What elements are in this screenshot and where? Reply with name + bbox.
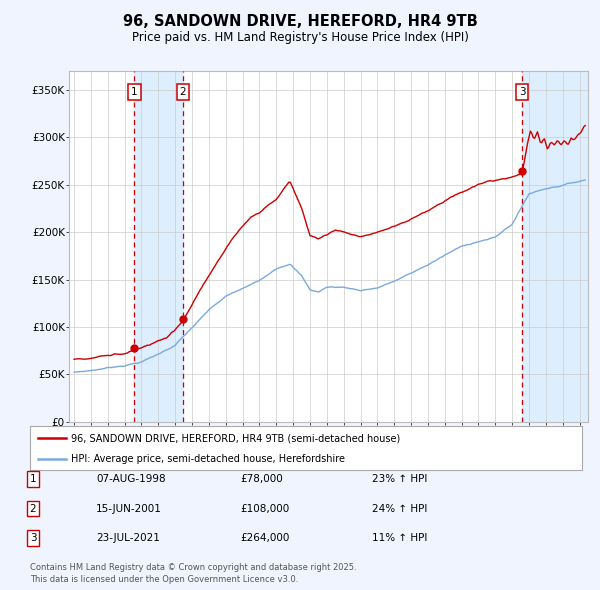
Text: 15-JUN-2001: 15-JUN-2001 <box>96 504 162 513</box>
Bar <box>522 71 590 422</box>
Text: 07-AUG-1998: 07-AUG-1998 <box>96 474 166 484</box>
Bar <box>134 71 183 422</box>
Text: 11% ↑ HPI: 11% ↑ HPI <box>372 533 427 543</box>
Text: 24% ↑ HPI: 24% ↑ HPI <box>372 504 427 513</box>
Text: 1: 1 <box>29 474 37 484</box>
Text: 96, SANDOWN DRIVE, HEREFORD, HR4 9TB: 96, SANDOWN DRIVE, HEREFORD, HR4 9TB <box>122 14 478 30</box>
Text: £108,000: £108,000 <box>240 504 289 513</box>
Text: 2: 2 <box>29 504 37 513</box>
Text: £264,000: £264,000 <box>240 533 289 543</box>
Text: 3: 3 <box>518 87 526 97</box>
Text: 3: 3 <box>29 533 37 543</box>
Text: 23-JUL-2021: 23-JUL-2021 <box>96 533 160 543</box>
Text: £78,000: £78,000 <box>240 474 283 484</box>
Text: Contains HM Land Registry data © Crown copyright and database right 2025.: Contains HM Land Registry data © Crown c… <box>30 563 356 572</box>
Text: 96, SANDOWN DRIVE, HEREFORD, HR4 9TB (semi-detached house): 96, SANDOWN DRIVE, HEREFORD, HR4 9TB (se… <box>71 434 401 443</box>
Text: 23% ↑ HPI: 23% ↑ HPI <box>372 474 427 484</box>
Text: HPI: Average price, semi-detached house, Herefordshire: HPI: Average price, semi-detached house,… <box>71 454 346 464</box>
Text: This data is licensed under the Open Government Licence v3.0.: This data is licensed under the Open Gov… <box>30 575 298 584</box>
Text: 2: 2 <box>179 87 186 97</box>
Text: Price paid vs. HM Land Registry's House Price Index (HPI): Price paid vs. HM Land Registry's House … <box>131 31 469 44</box>
Text: 1: 1 <box>131 87 138 97</box>
